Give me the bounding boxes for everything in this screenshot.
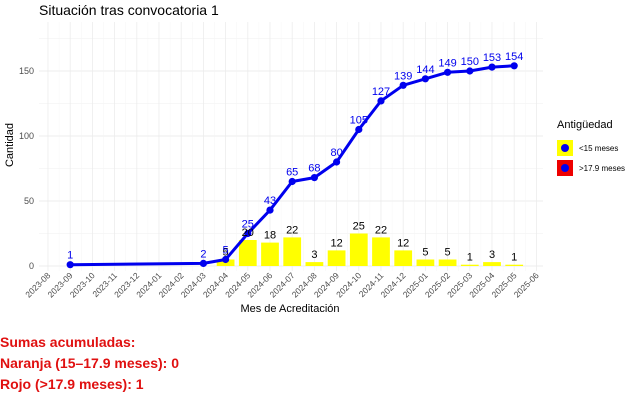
y-tick-label: 50 (24, 196, 34, 206)
line-value-label: 144 (416, 64, 434, 76)
line-point (244, 229, 252, 238)
bar (372, 237, 390, 266)
x-tick-label: 2025-06 (512, 270, 541, 299)
y-tick-label: 150 (19, 66, 34, 76)
line-value-label: 65 (286, 167, 298, 179)
line-point (466, 67, 474, 75)
line-point (266, 206, 274, 214)
bar-value-label: 3 (311, 249, 317, 261)
line-point (288, 177, 296, 186)
bar-value-label: 5 (422, 247, 428, 259)
line-value-label: 154 (505, 51, 523, 63)
line-value-label: 5 (223, 245, 229, 257)
line-value-label: 153 (483, 52, 501, 64)
line-point (310, 174, 318, 182)
line-value-label: 105 (350, 115, 368, 127)
bar (261, 242, 279, 266)
legend-key-red (557, 160, 573, 176)
line-value-label: 80 (330, 147, 342, 159)
bar-value-label: 12 (330, 237, 342, 249)
line-value-label: 150 (461, 56, 479, 68)
summary-orange: Naranja (15–17.9 meses): 0 (0, 355, 179, 371)
bar (416, 259, 435, 266)
line-value-label: 68 (308, 163, 320, 175)
line-point (355, 125, 363, 134)
bar-value-label: 5 (223, 247, 229, 259)
legend: Antigüedad <15 meses >17.9 meses (557, 119, 625, 179)
summary-red: Rojo (>17.9 meses): 1 (0, 376, 144, 392)
bar (394, 250, 413, 266)
bar-value-label: 22 (286, 224, 298, 236)
bar (349, 233, 368, 266)
cumulative-line-path (70, 64, 515, 267)
bar-value-label: 12 (397, 237, 409, 249)
grid (39, 22, 543, 271)
line-point (488, 63, 496, 71)
bar-value-label: 18 (264, 230, 276, 242)
bar-value-label: 22 (375, 224, 387, 236)
bar (483, 262, 501, 266)
bar-value-label: 5 (445, 247, 451, 259)
line-value-label: 2 (200, 248, 206, 260)
legend-label: <15 meses (579, 143, 619, 153)
bar (283, 237, 302, 266)
summary-heading: Sumas acumuladas: (0, 334, 136, 350)
bar-value-label: 1 (467, 252, 473, 264)
chart-title: Situación tras convocatoria 1 (39, 2, 219, 18)
cumulative-summary: Sumas acumuladas: Naranja (15–17.9 meses… (0, 332, 179, 395)
bar-value-label: 20 (242, 227, 254, 239)
legend-item-gt179: >17.9 meses (557, 159, 625, 177)
bar (438, 259, 457, 266)
bars (216, 233, 524, 266)
x-axis-label: Mes de Acreditación (240, 303, 339, 315)
legend-key-yellow (557, 140, 573, 156)
line-point (444, 68, 452, 76)
bar (238, 240, 257, 266)
line-point (399, 81, 407, 89)
bar (460, 264, 479, 266)
legend-title: Antigüedad (557, 119, 613, 131)
y-axis-label: Cantidad (4, 123, 16, 167)
line-value-label: 127 (372, 86, 390, 98)
bar (327, 250, 346, 266)
line-point (66, 261, 74, 269)
line-point (421, 75, 429, 83)
bar-value-label: 25 (353, 221, 365, 233)
line-point (377, 97, 385, 105)
line-point (333, 158, 341, 166)
line-value-label: 149 (438, 57, 456, 69)
line-value-label: 25 (242, 219, 254, 231)
bar (305, 262, 324, 266)
y-tick-label: 0 (29, 261, 34, 271)
bar (505, 264, 524, 266)
y-tick-label: 100 (19, 131, 34, 141)
line-point (222, 255, 230, 264)
line-value-label: 43 (264, 195, 276, 207)
bar-value-label: 3 (489, 249, 495, 261)
line-value-label: 139 (394, 70, 412, 82)
legend-item-lt15: <15 meses (557, 139, 625, 157)
legend-label: >17.9 meses (579, 163, 626, 173)
line-point (510, 62, 518, 70)
line-point (199, 259, 207, 267)
cumulative-line (66, 62, 518, 269)
line-value-label: 1 (67, 250, 73, 262)
bar-value-label: 1 (511, 252, 517, 264)
